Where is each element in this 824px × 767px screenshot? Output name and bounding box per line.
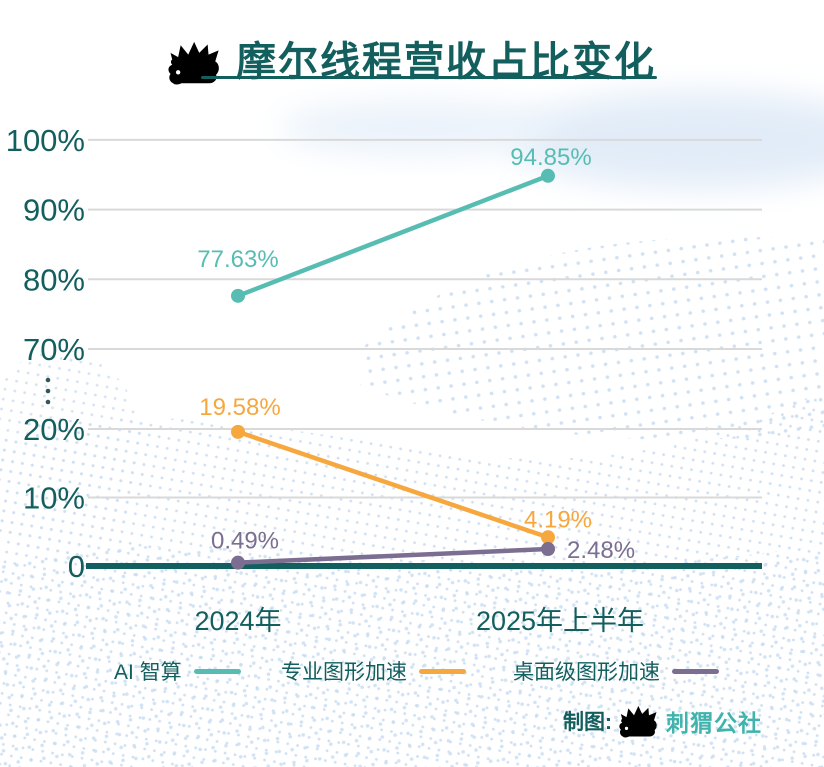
- axis-break-dot: [45, 399, 51, 405]
- credit-label: 制图:: [563, 711, 612, 734]
- value-label: 94.85%: [510, 144, 591, 171]
- legend-label: 专业图形加速: [281, 661, 407, 684]
- y-tick-label: 100%: [6, 123, 85, 158]
- legend-item-ai: AI 智算: [114, 656, 241, 686]
- x-axis-label: 2024年: [194, 606, 281, 636]
- y-tick-label: 0: [68, 549, 85, 584]
- legend-item-pro-graphics: 专业图形加速: [281, 656, 466, 686]
- legend-swatch-orange: [419, 668, 466, 674]
- value-label: 0.49%: [211, 528, 279, 555]
- y-tick-label: 20%: [23, 412, 85, 447]
- series-line-0: [235, 173, 551, 299]
- value-label: 4.19%: [524, 506, 592, 533]
- title-underline: [201, 76, 657, 79]
- data-point: [231, 555, 245, 570]
- data-point: [231, 288, 245, 303]
- legend-swatch-teal: [193, 668, 241, 674]
- data-point: [231, 424, 245, 439]
- soft-haze: [280, 102, 560, 154]
- wave-dots: [360, 236, 824, 440]
- y-tick-label: 80%: [23, 262, 85, 297]
- data-point: [541, 530, 555, 545]
- wave-dots: [0, 350, 145, 560]
- y-tick-label: 90%: [23, 193, 85, 228]
- y-tick-label: 70%: [23, 332, 85, 367]
- legend: AI 智算 专业图形加速 桌面级图形加速: [0, 656, 824, 686]
- legend-label: AI 智算: [114, 661, 182, 684]
- data-point: [541, 168, 555, 183]
- hedgehog-icon-small: [619, 705, 659, 738]
- value-label: 19.58%: [199, 394, 280, 421]
- value-label: 77.63%: [197, 246, 278, 273]
- legend-item-desktop-graphics: 桌面级图形加速: [513, 656, 719, 686]
- wave-dots: [0, 545, 824, 767]
- credit-name: 刺猬公社: [666, 710, 762, 736]
- credit: 制图: 刺猬公社: [563, 703, 762, 739]
- series-line-2: [235, 546, 551, 565]
- axis-break-dot: [45, 377, 51, 383]
- legend-label: 桌面级图形加速: [513, 661, 660, 684]
- series-line-1: [235, 429, 551, 540]
- value-label: 2.48%: [567, 537, 635, 564]
- data-point: [541, 542, 555, 557]
- x-axis-label: 2025年上半年: [476, 606, 644, 636]
- axis-break-dot: [45, 388, 51, 394]
- hedgehog-icon: [168, 40, 222, 86]
- legend-swatch-purple: [672, 668, 719, 674]
- y-tick-label: 10%: [23, 481, 85, 516]
